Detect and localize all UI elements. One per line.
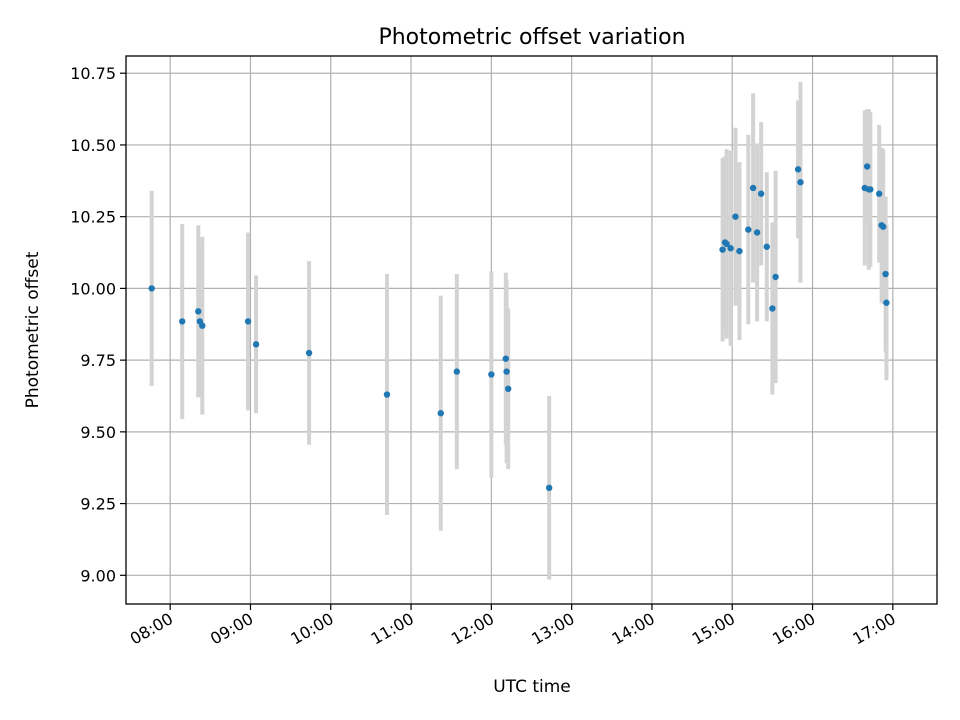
grid-lines [126,56,937,604]
data-point [763,243,770,250]
data-point [453,368,461,375]
data-point [195,308,202,315]
x-axis-label: UTC time [493,677,571,697]
y-tick-label: 9.75 [80,351,116,370]
data-point [880,223,887,230]
data-point [545,484,553,492]
x-axis-ticks: 08:00 09:00 10:00 11:00 12:00 13:00 14:00 15:00… [127,604,899,649]
data-point [753,229,761,236]
x-tick-label: 11:00 [368,609,417,649]
y-tick-label: 10.50 [70,136,116,155]
data-point [867,186,874,193]
y-tick-label: 9.00 [80,566,116,585]
chart-title: Photometric offset variation [378,25,685,50]
data-points [148,163,890,492]
data-point [305,349,313,357]
y-axis-ticks: 9.00 9.25 9.50 9.75 10.00 10.25 10.50 10.75 [70,64,126,585]
x-tick-label: 09:00 [207,609,256,649]
data-point [503,368,510,375]
y-tick-label: 9.25 [80,495,116,514]
data-point [148,285,155,292]
data-point [723,240,730,248]
data-point [883,299,890,306]
data-point [727,245,734,252]
x-tick-label: 17:00 [849,609,898,649]
data-point [732,213,739,220]
data-point [772,273,779,281]
data-point [794,166,802,173]
x-tick-label: 14:00 [609,609,658,649]
data-point [875,190,883,197]
x-tick-label: 08:00 [127,609,176,649]
y-tick-label: 9.50 [80,423,116,442]
data-point [179,318,186,325]
data-point [757,190,765,197]
y-axis-label: Photometric offset [23,251,43,408]
x-tick-label: 15:00 [689,609,738,649]
data-point [252,341,260,348]
y-tick-label: 10.75 [70,64,116,83]
data-point [719,246,726,253]
x-tick-label: 12:00 [448,609,497,649]
data-point [797,179,804,186]
data-point [437,410,444,417]
data-point [745,226,752,233]
data-point [882,270,889,278]
x-tick-label: 13:00 [528,609,577,649]
y-tick-label: 10.00 [70,279,116,298]
data-point [769,305,776,312]
data-point [383,391,391,398]
x-tick-label: 10:00 [287,609,336,649]
data-point [488,371,495,378]
plot-frame [125,55,938,605]
data-point [244,318,252,325]
data-point [863,163,871,170]
data-point [199,322,206,329]
data-point [502,355,510,362]
data-point [749,184,757,192]
data-point [505,385,512,393]
y-tick-label: 10.25 [70,208,116,227]
error-bars [149,81,889,580]
x-tick-label: 16:00 [769,609,818,649]
data-point [736,247,743,255]
